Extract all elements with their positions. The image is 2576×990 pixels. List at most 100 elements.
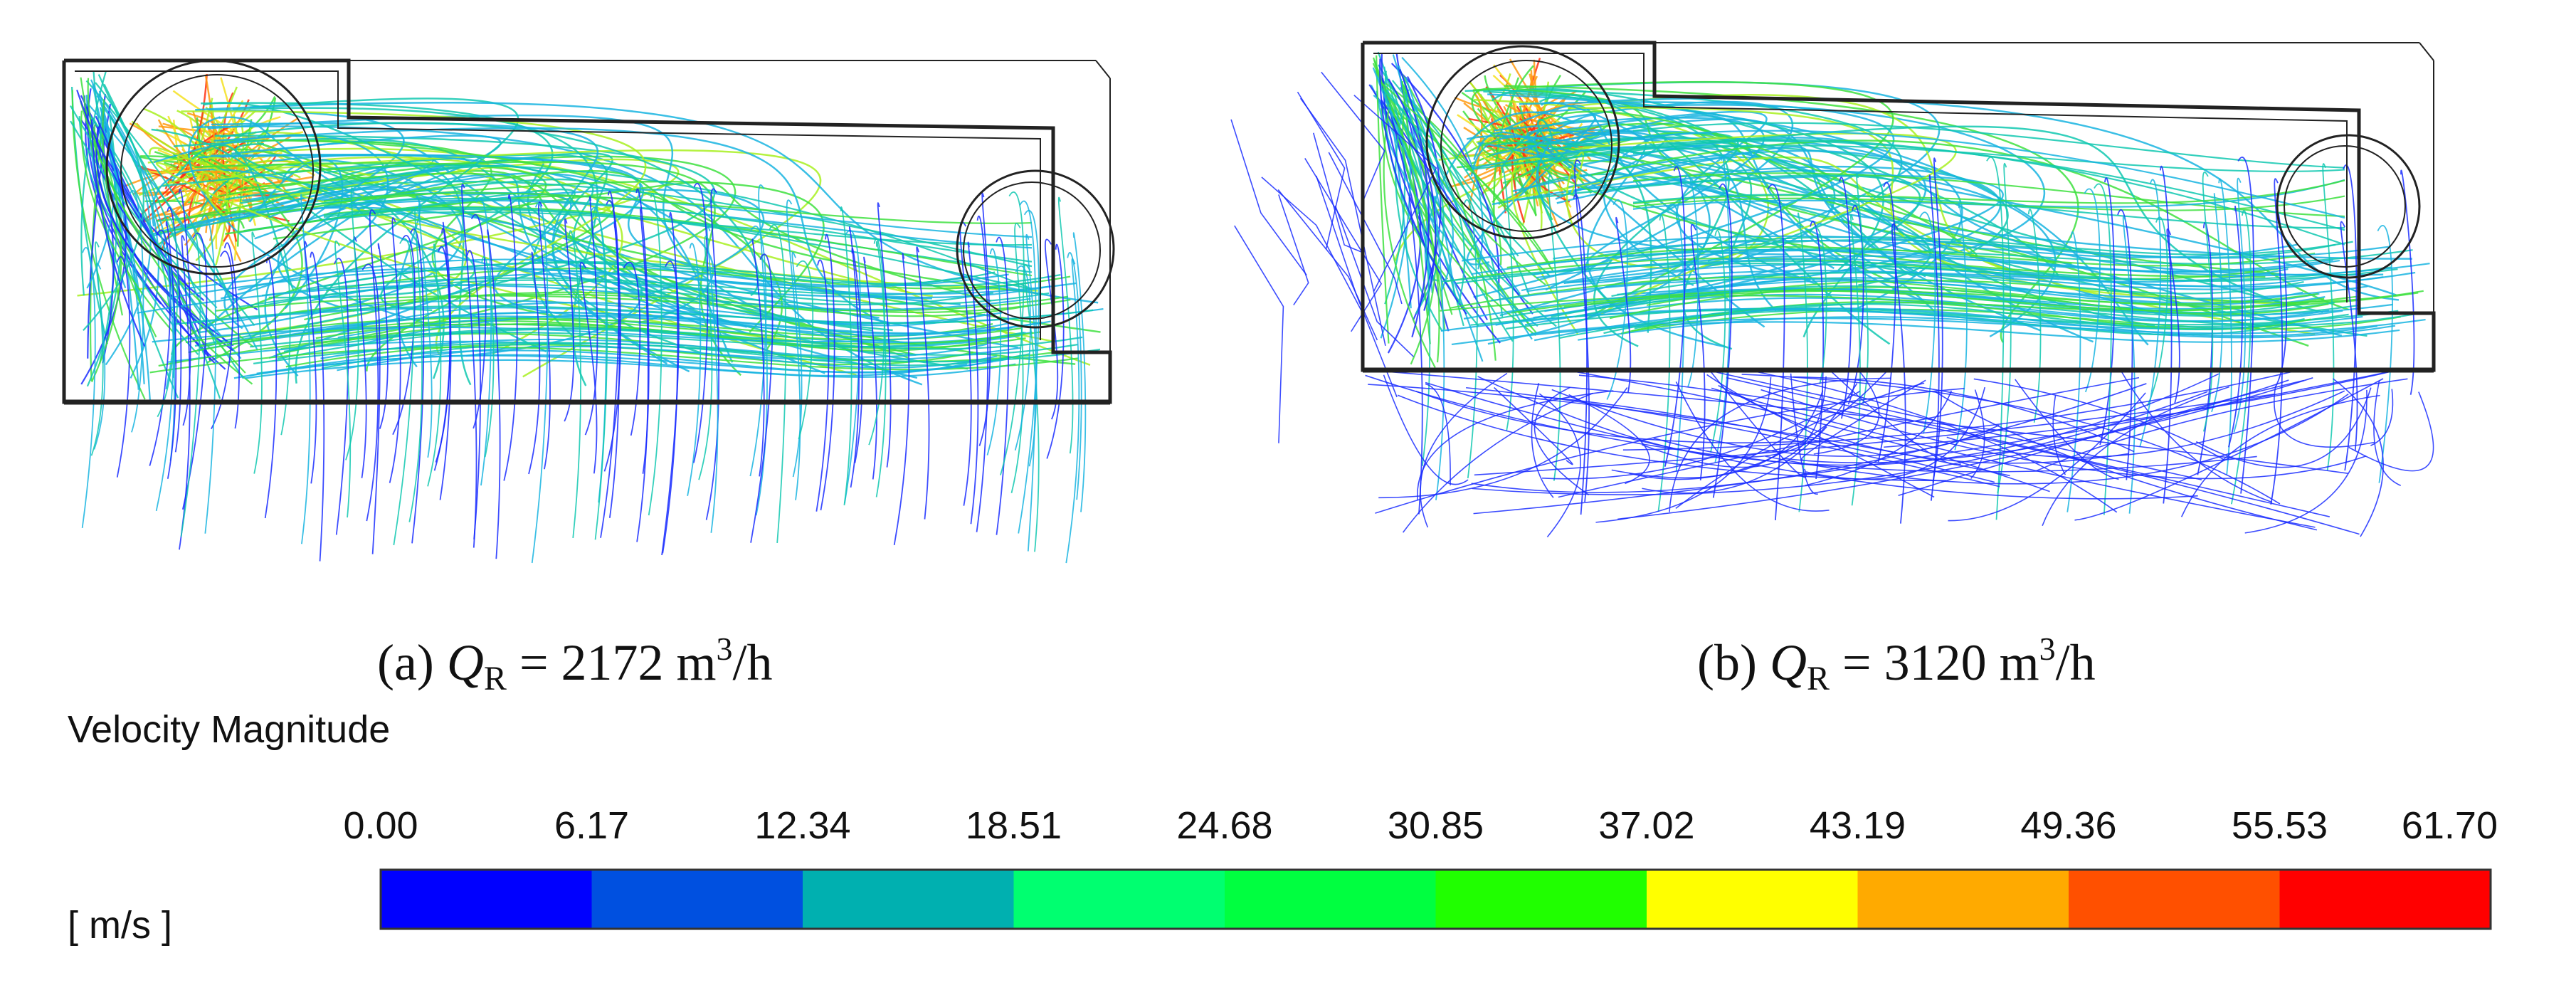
panel-a-streamlines — [70, 70, 1104, 564]
streamline — [1531, 249, 2340, 276]
streamline — [751, 238, 765, 477]
panel-b-casing-outline — [1361, 41, 2436, 373]
streamline — [157, 180, 825, 333]
streamline — [815, 259, 830, 512]
streamline — [579, 261, 598, 474]
streamline — [1472, 391, 2208, 495]
streamline — [1057, 196, 1074, 454]
streamline — [1847, 204, 1864, 405]
streamline — [1603, 303, 2305, 335]
streamline — [1521, 258, 2329, 292]
streamline — [1401, 56, 1484, 270]
legend-color-segment — [591, 870, 803, 929]
streamline — [178, 189, 191, 426]
streamline — [1277, 189, 1378, 341]
streamline — [1632, 194, 2345, 229]
streamline — [2340, 221, 2358, 451]
streamline — [1617, 379, 2289, 520]
streamline — [259, 149, 822, 378]
streamline — [1632, 172, 2345, 218]
streamline — [1261, 177, 1364, 315]
streamline — [607, 190, 621, 518]
streamline — [1019, 200, 1037, 552]
streamline — [1542, 390, 1861, 480]
streamline — [1383, 104, 1436, 369]
streamline — [564, 218, 575, 422]
legend-color-segment — [2279, 870, 2491, 929]
streamline — [2377, 225, 2393, 483]
streamline — [1463, 199, 1478, 479]
streamline — [750, 253, 774, 543]
streamline — [1718, 384, 1935, 498]
streamline — [877, 202, 892, 468]
streamline — [461, 183, 477, 548]
streamline — [1383, 374, 1469, 485]
panel-b — [1230, 41, 2436, 537]
streamline — [1406, 76, 1442, 321]
streamline — [86, 79, 116, 289]
streamline — [967, 241, 979, 525]
streamline — [95, 123, 234, 347]
streamline — [2322, 163, 2335, 471]
streamline — [749, 225, 767, 477]
streamline — [218, 192, 593, 317]
streamline — [1466, 386, 2000, 488]
streamline — [868, 238, 885, 446]
streamline — [152, 326, 1013, 343]
streamline — [1932, 157, 1943, 483]
streamline — [149, 229, 171, 466]
streamline — [253, 342, 1101, 364]
streamline — [1504, 105, 1817, 285]
streamline — [1353, 95, 1437, 292]
streamline — [116, 256, 131, 478]
streamline — [661, 260, 680, 556]
streamline — [1046, 243, 1065, 459]
streamline — [1710, 230, 1726, 453]
streamline — [1397, 66, 1496, 361]
streamline — [1418, 208, 1431, 466]
streamline — [1230, 119, 1307, 276]
streamline — [1454, 96, 1594, 133]
streamline — [233, 354, 968, 379]
streamline — [849, 226, 860, 488]
streamline — [251, 231, 263, 474]
streamline — [1973, 378, 2226, 461]
streamline — [531, 202, 549, 564]
streamline — [1531, 317, 2426, 335]
panel-b-caption: (b) QR = 3120 m3/h — [1697, 631, 2096, 697]
streamline — [180, 224, 201, 537]
streamline — [1524, 138, 1788, 256]
streamline — [2211, 193, 2223, 413]
streamline — [347, 302, 986, 330]
streamline — [1534, 395, 1995, 483]
streamline — [2099, 177, 2116, 446]
streamline — [636, 209, 649, 542]
streamline — [334, 258, 349, 535]
streamline — [1891, 223, 1906, 524]
streamline — [978, 192, 991, 446]
streamline — [1473, 371, 2390, 515]
streamline — [851, 247, 863, 463]
streamline — [2015, 379, 2119, 480]
streamline — [796, 260, 814, 440]
streamline — [408, 206, 423, 522]
streamline — [662, 211, 679, 554]
streamline — [1767, 184, 1785, 521]
streamline — [2343, 164, 2358, 471]
streamline — [1388, 78, 1437, 311]
streamline — [635, 188, 650, 474]
streamline — [1376, 55, 1390, 344]
streamline — [361, 263, 381, 554]
streamline — [2042, 386, 2229, 527]
streamline — [1548, 175, 1561, 481]
streamline — [1711, 387, 2316, 528]
streamline — [2146, 216, 2168, 406]
streamline — [2274, 386, 2375, 448]
streamline — [844, 229, 861, 504]
streamline — [1809, 226, 1827, 384]
streamline — [155, 246, 175, 512]
streamline — [1537, 118, 2029, 291]
streamline — [1558, 376, 2140, 498]
streamline — [1065, 258, 1080, 564]
streamline — [102, 123, 151, 400]
